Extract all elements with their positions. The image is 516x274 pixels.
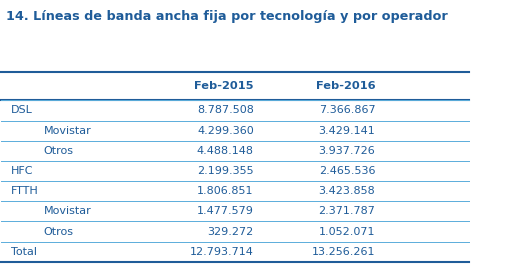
Text: 4.488.148: 4.488.148 [197, 146, 254, 156]
Text: 329.272: 329.272 [207, 227, 254, 236]
Text: Otros: Otros [43, 146, 73, 156]
Text: HFC: HFC [11, 166, 33, 176]
Text: 1.052.071: 1.052.071 [319, 227, 375, 236]
Text: Movistar: Movistar [43, 206, 91, 216]
Text: Otros: Otros [43, 227, 73, 236]
Text: 4.299.360: 4.299.360 [197, 126, 254, 136]
Text: 12.793.714: 12.793.714 [190, 247, 254, 257]
Text: 2.371.787: 2.371.787 [318, 206, 375, 216]
Text: 8.787.508: 8.787.508 [197, 105, 254, 115]
Text: 3.423.858: 3.423.858 [318, 186, 375, 196]
Text: Feb-2015: Feb-2015 [194, 81, 254, 91]
Text: DSL: DSL [11, 105, 33, 115]
Text: Movistar: Movistar [43, 126, 91, 136]
Text: 13.256.261: 13.256.261 [312, 247, 375, 257]
Text: 2.199.355: 2.199.355 [197, 166, 254, 176]
Text: 2.465.536: 2.465.536 [319, 166, 375, 176]
Text: FTTH: FTTH [11, 186, 39, 196]
Text: 7.366.867: 7.366.867 [319, 105, 375, 115]
Text: 3.429.141: 3.429.141 [318, 126, 375, 136]
Text: Feb-2016: Feb-2016 [316, 81, 375, 91]
Text: 3.937.726: 3.937.726 [318, 146, 375, 156]
Text: 1.477.579: 1.477.579 [197, 206, 254, 216]
Text: Total: Total [11, 247, 37, 257]
Text: 14. Líneas de banda ancha fija por tecnología y por operador: 14. Líneas de banda ancha fija por tecno… [6, 10, 448, 22]
Text: 1.806.851: 1.806.851 [197, 186, 254, 196]
